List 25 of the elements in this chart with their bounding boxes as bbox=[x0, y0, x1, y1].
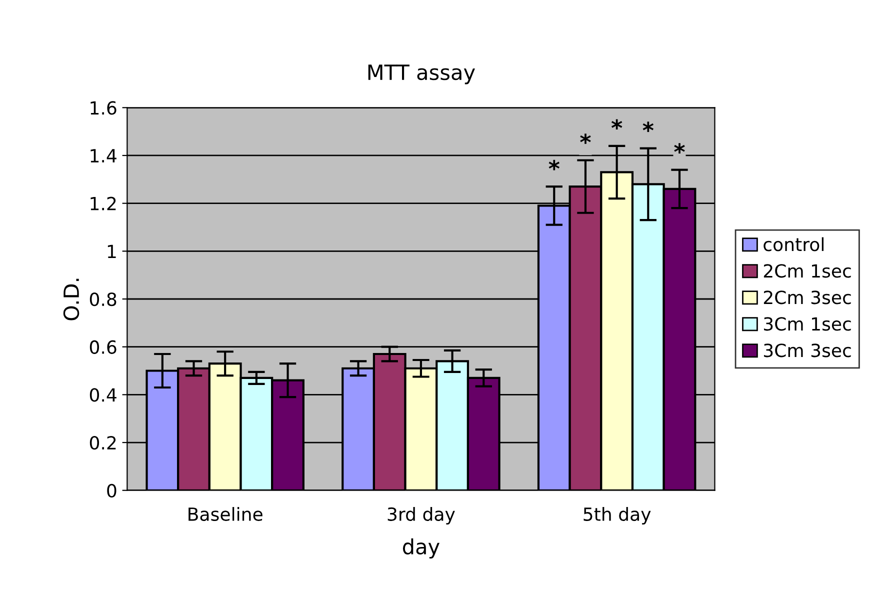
x-tick-label: 5th day bbox=[584, 507, 651, 524]
legend-label: 2Cm 1sec bbox=[764, 264, 851, 278]
annotation: * bbox=[548, 160, 560, 170]
y-tick-label: 0.6 bbox=[90, 340, 116, 354]
x-tick-label: Baseline bbox=[188, 507, 262, 522]
annotation: * bbox=[642, 122, 654, 132]
y-tick-label: 0.8 bbox=[90, 292, 116, 306]
annotation: * bbox=[580, 134, 591, 144]
legend-label: 3Cm 1sec bbox=[764, 317, 851, 331]
legend-label: 2Cm 3sec bbox=[764, 290, 851, 304]
y-tick-label: 1.4 bbox=[90, 149, 116, 162]
y-axis-title: O.D. bbox=[63, 278, 80, 320]
x-axis-title: day bbox=[402, 538, 440, 559]
y-tick-label: 1.6 bbox=[90, 101, 116, 115]
y-tick-label: 1.2 bbox=[90, 196, 116, 210]
annotation: * bbox=[611, 119, 622, 130]
annotation: * bbox=[674, 143, 685, 154]
chart-title: MTT assay bbox=[368, 64, 475, 84]
x-tick-label: 3rd day bbox=[388, 507, 455, 524]
legend-label: control bbox=[764, 237, 824, 252]
y-tick-label: 1 bbox=[108, 244, 116, 258]
legend-label: 3Cm 3sec bbox=[764, 344, 851, 358]
y-tick-label: 0.4 bbox=[90, 388, 116, 402]
y-tick-label: 0.2 bbox=[90, 436, 116, 450]
y-tick-label: 0 bbox=[107, 484, 116, 498]
